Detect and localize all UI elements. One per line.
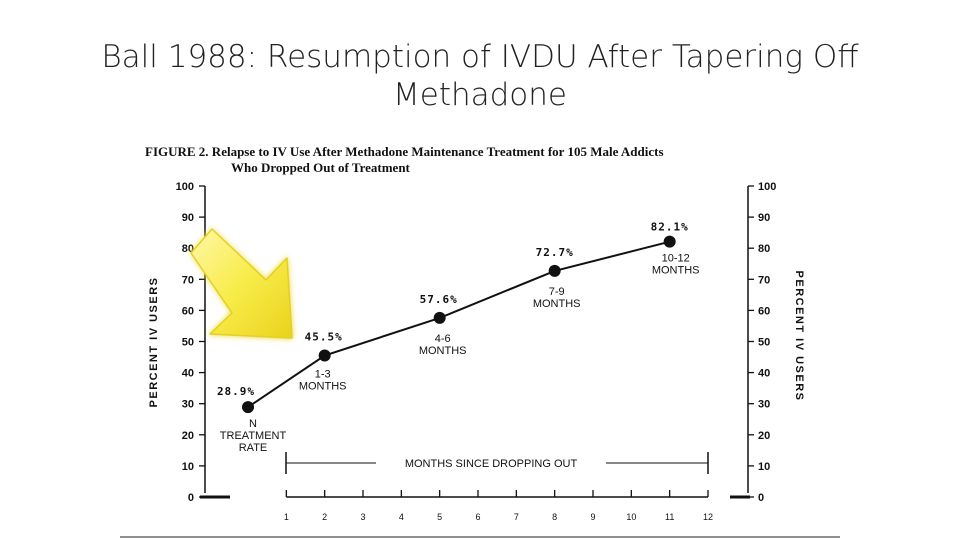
- right-y-axis: 0 10 20 30 40 50 60 70 80 90 100: [730, 181, 776, 504]
- data-point: [548, 264, 561, 277]
- data-point-label: 7-9: [549, 286, 565, 298]
- data-point-label: MONTHS: [652, 265, 700, 277]
- right-y-tick-label: 40: [758, 368, 770, 380]
- x-axis: 1 2 3 4 5 6 7 8 9 10 11 12: [284, 490, 713, 522]
- x-tick-label: 8: [552, 512, 557, 522]
- left-y-tick-label: 100: [176, 181, 194, 193]
- y-axis-title-right: PERCENT IV USERS: [793, 271, 805, 402]
- left-y-tick-label: 70: [182, 274, 194, 286]
- data-point-label: TREATMENT: [220, 430, 287, 442]
- right-y-tick-label: 30: [758, 399, 770, 411]
- data-point-value: 72.7%: [536, 246, 574, 259]
- x-tick-label: 7: [514, 512, 519, 522]
- figure-title-line2: Who Dropped Out of Treatment: [231, 160, 411, 175]
- data-point-label: 10-12: [662, 253, 690, 265]
- right-y-tick-label: 50: [758, 337, 770, 349]
- left-y-tick-label: 30: [182, 399, 194, 411]
- left-y-tick-label: 0: [188, 492, 194, 504]
- right-y-tick-label: 70: [758, 274, 770, 286]
- data-point-label: MONTHS: [533, 298, 581, 310]
- x-tick-label: 4: [399, 512, 404, 522]
- data-point-label: MONTHS: [419, 345, 467, 357]
- data-point: [663, 235, 676, 248]
- data-point-value: 28.9%: [217, 385, 255, 398]
- x-tick-label: 11: [665, 512, 674, 522]
- right-y-tick-label: 100: [758, 181, 776, 193]
- right-y-tick-label: 90: [758, 212, 770, 224]
- data-point-label: MONTHS: [299, 380, 347, 392]
- y-axis-title-left: PERCENT IV USERS: [148, 277, 160, 408]
- left-y-tick-label: 20: [182, 430, 194, 442]
- x-tick-label: 10: [626, 512, 636, 522]
- data-point: [318, 349, 331, 362]
- data-point: [242, 401, 254, 414]
- data-point-value: 45.5%: [305, 330, 343, 343]
- annotation-arrow: [190, 228, 293, 339]
- slide-title-line1: Ball 1988: Resumption of IVDU After Tape…: [101, 39, 859, 75]
- x-tick-label: 5: [437, 512, 442, 522]
- left-y-tick-label: 90: [182, 212, 194, 224]
- data-series: 28.9%NTREATMENTRATE45.5%1-3MONTHS57.6%4-…: [217, 221, 700, 454]
- left-y-tick-label: 40: [182, 368, 194, 380]
- data-point-label: RATE: [239, 442, 268, 454]
- slide-title-line2: Methadone: [393, 77, 567, 113]
- x-tick-label: 12: [703, 512, 713, 522]
- x-tick-label: 1: [284, 512, 289, 522]
- left-y-tick-label: 10: [182, 461, 194, 473]
- right-y-tick-label: 60: [758, 305, 770, 317]
- figure-title-line1: FIGURE 2. Relapse to IV Use After Methad…: [145, 144, 664, 159]
- data-point-value: 57.6%: [420, 293, 458, 306]
- right-y-tick-label: 80: [758, 243, 770, 255]
- span-label: MONTHS SINCE DROPPING OUT: [405, 458, 578, 470]
- right-y-tick-label: 10: [758, 461, 770, 473]
- data-point-label: N: [249, 418, 257, 430]
- right-y-tick-label: 20: [758, 430, 770, 442]
- left-y-tick-label: 50: [182, 337, 194, 349]
- right-y-tick-label: 0: [758, 492, 764, 504]
- data-point-value: 82.1%: [651, 221, 689, 234]
- left-y-tick-label: 60: [182, 305, 194, 317]
- data-point-label: 1-3: [315, 368, 331, 380]
- months-since-span: MONTHS SINCE DROPPING OUT: [285, 452, 709, 474]
- x-tick-label: 2: [322, 512, 327, 522]
- x-tick-label: 3: [360, 512, 365, 522]
- x-tick-label: 6: [475, 512, 480, 522]
- data-point: [433, 311, 446, 324]
- slide-title: Ball 1988: Resumption of IVDU After Tape…: [0, 38, 960, 114]
- data-point-label: 4-6: [435, 333, 451, 345]
- x-tick-label: 9: [590, 512, 595, 522]
